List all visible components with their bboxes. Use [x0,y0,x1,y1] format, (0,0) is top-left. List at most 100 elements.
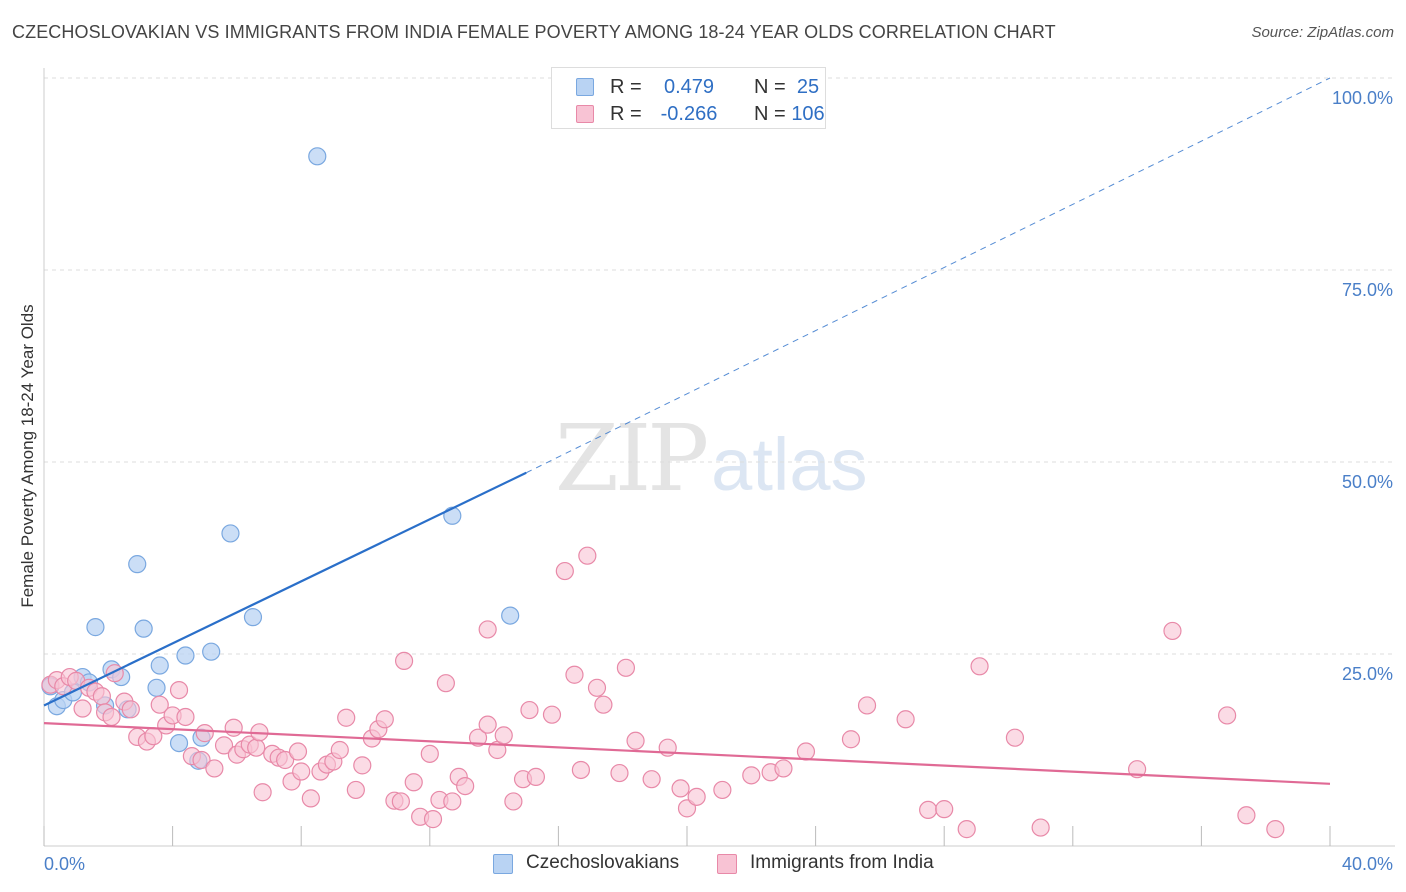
india-point [526,767,545,786]
india-point [420,744,439,763]
x-tick-label: 0.0% [44,854,85,874]
india-point [1163,621,1182,641]
india-point [610,763,629,783]
india-point [478,620,497,639]
india-point [346,780,365,800]
india-point [195,724,214,743]
legend-swatch-blue [493,854,513,874]
india-point [555,561,574,581]
legend-swatch-pink [576,105,594,123]
r-label: R = [610,103,642,125]
india-point [224,718,243,737]
india-point [1237,806,1256,825]
y-tick-label: 100.0% [1332,88,1393,108]
y-tick-label: 75.0% [1342,280,1393,300]
legend-swatch-pink [717,854,737,874]
india-point [478,715,497,734]
india-point [1031,818,1050,837]
india-point [796,742,816,761]
czechoslovakian-point [501,606,520,625]
india-point [542,705,562,724]
czechoslovakian-trendline [43,471,527,707]
r-label: R = [610,76,642,98]
india-point [468,728,488,747]
india-point [102,707,121,727]
india-point [169,680,189,700]
india-point [205,759,224,778]
india-point [626,731,645,750]
india-point [404,773,423,792]
india-point [330,740,349,760]
india-point [841,730,861,749]
india-point [742,766,761,785]
india-point [436,674,455,693]
czechoslovakian-point [134,619,153,638]
india-point [391,792,410,811]
india-point [494,726,513,745]
india-point [292,762,311,781]
india-point [1005,728,1025,747]
y-tick-label: 50.0% [1342,472,1393,492]
india-point [520,700,539,720]
r-value: -0.266 [660,103,718,125]
india-point [253,783,272,802]
india-point [288,742,308,761]
czechoslovakian-point [221,524,240,543]
india-point [394,651,414,671]
india-point [587,678,607,697]
india-point [935,800,954,819]
czechoslovakian-point [443,506,462,525]
india-point [565,665,584,684]
india-point [150,695,169,714]
legend-label: Immigrants from India [750,852,934,873]
india-point [642,770,661,789]
r-value: 0.479 [663,76,715,98]
y-axis-label: Female Poverty Among 18-24 Year Olds [18,304,37,608]
india-point [578,546,597,565]
india-point [1218,706,1237,725]
series-legend: Czechoslovakians Immigrants from India [0,852,1406,878]
india-trendline [43,722,1331,785]
india-point [456,776,475,796]
czechoslovakian-point [150,656,169,675]
india-point [247,738,266,757]
n-label: N = [754,103,786,125]
india-point [121,700,140,719]
india-point [919,800,938,820]
india-point [687,787,706,806]
czechoslovakian-point [86,618,105,637]
india-point [423,810,443,829]
czechoslovakian-point [176,646,195,665]
india-point [970,657,989,676]
india-point [92,687,111,706]
india-point [301,789,320,808]
india-point [957,820,976,839]
czechoslovakian-point [202,642,221,661]
india-point [353,756,372,775]
india-point [176,707,195,727]
y-tick-label: 25.0% [1342,664,1393,684]
india-point [713,780,732,800]
source-label: Source: ZipAtlas.com [1251,24,1394,41]
czechoslovakian-point [169,733,189,753]
india-point [616,658,636,677]
n-value: 25 [796,76,820,98]
correlation-legend: R = 0.479 N = 25 R = -0.266 N = 106 [551,67,826,129]
india-point [671,779,690,798]
india-point [594,695,613,714]
n-value: 106 [791,103,825,125]
legend-label: Czechoslovakians [526,852,680,873]
india-point [774,759,793,778]
czechoslovakian-point [243,608,263,627]
n-label: N = [754,76,786,98]
india-point [192,750,211,770]
czechoslovakian-point [147,678,166,697]
india-point [214,736,234,755]
india-point [443,792,462,811]
india-point [73,699,92,718]
chart-title: CZECHOSLOVAKIAN VS IMMIGRANTS FROM INDIA… [12,22,1056,42]
india-point [571,760,591,780]
india-point [375,710,394,729]
czechoslovakian-trendline-extension [526,77,1331,474]
india-point [337,708,356,727]
